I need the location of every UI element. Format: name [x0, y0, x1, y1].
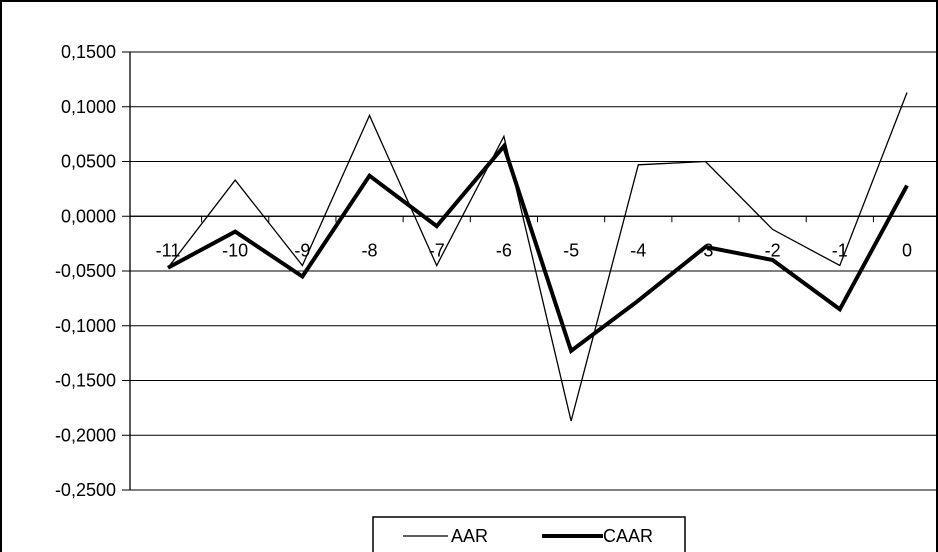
x-tick-label: -7 [429, 240, 445, 260]
x-tick-label: -9 [294, 240, 310, 260]
legend-label-aar: AAR [451, 526, 488, 546]
series-lines [167, 92, 909, 422]
y-tick-label: -0,1500 [55, 371, 116, 391]
y-tick-label: -0,1000 [55, 316, 116, 336]
x-tick-label: -8 [362, 240, 378, 260]
x-axis-tick-labels: -11 -10 -9 -8 -7 -6 -5 -4 -3 -2 -1 0 [156, 240, 912, 260]
x-tick-label: -4 [630, 240, 646, 260]
series-line-caar [167, 142, 909, 355]
x-tick-label: -6 [496, 240, 512, 260]
y-tick-label: 0,0000 [61, 206, 116, 226]
y-tick-label: 0,1000 [61, 97, 116, 117]
x-tick-label: -10 [222, 240, 248, 260]
y-tick-label: 0,1500 [61, 42, 116, 62]
legend: AAR CAAR [372, 516, 686, 552]
legend-box [372, 516, 686, 552]
y-tick-label: -0,2500 [55, 480, 116, 500]
series-line-aar [167, 92, 908, 422]
y-tick-label: 0,0500 [61, 152, 116, 172]
y-axis-tick-labels: 0,1500 0,1000 0,0500 0,0000 -0,0500 -0,1000 -0… [55, 42, 116, 500]
y-tick-label: -0,0500 [55, 261, 116, 281]
y-tick-label: -0,2000 [55, 425, 116, 445]
x-tick-label: -3 [697, 240, 713, 260]
x-tick-label: -5 [563, 240, 579, 260]
x-tick-label: -2 [765, 240, 781, 260]
x-tick-label: 0 [902, 240, 912, 260]
x-tick-label: -11 [156, 240, 181, 260]
legend-label-caar: CAAR [603, 526, 653, 546]
